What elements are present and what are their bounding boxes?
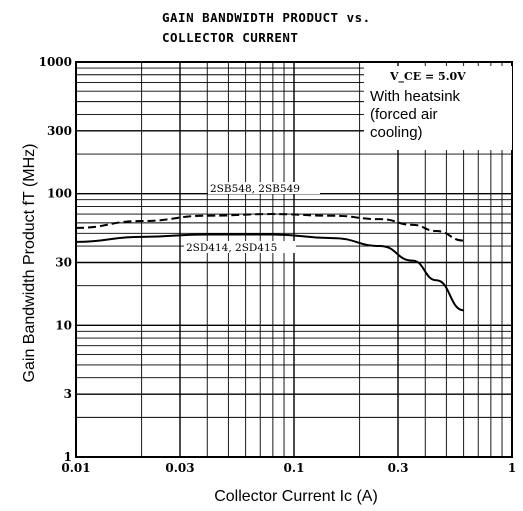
y-axis-label: Gain Bandwidth Product fT (MHz) [21,144,38,383]
chart-title-line2: COLLECTOR CURRENT [162,30,299,45]
y-tick-label: 1000 [39,55,72,69]
y-tick-label: 1 [64,450,72,464]
series-label-bg [208,182,320,194]
x-tick-label: 0.03 [165,461,194,475]
note-condition: V_CE = 5.0V [389,70,466,84]
x-tick-label: 0.3 [388,461,409,475]
plot-frame [75,61,513,458]
x-tick-label: 0.01 [61,461,90,475]
y-tick-label: 300 [47,124,72,138]
x-axis-label: Collector Current Ic (A) [214,488,378,505]
series-label-bg [184,241,296,253]
y-tick-label: 100 [47,187,72,201]
curves: 2SB548, 2SB549 2SD414, 2SD415 [75,182,464,312]
tick-labels: 0.01 0.03 0.1 0.3 1 1 3 10 30 100 300 1000 [39,55,517,475]
y-tick-label: 30 [55,256,72,270]
chart-title-line1: GAIN BANDWIDTH PRODUCT vs. [162,10,371,25]
y-tick-label: 10 [55,318,72,332]
series-label: 2SD414, 2SD415 [186,242,277,254]
x-tick-label: 1 [508,461,516,475]
note-box [364,66,512,150]
series-label: 2SB548, 2SB549 [210,183,300,195]
note-line1: With heatsink [370,88,461,105]
x-tick-label: 0.1 [284,461,305,475]
note-line2: (forced air [370,106,438,123]
series-line-0 [75,213,464,242]
y-tick-label: 3 [64,387,72,401]
note-line3: cooling) [370,124,423,141]
series-line-1 [75,233,464,312]
